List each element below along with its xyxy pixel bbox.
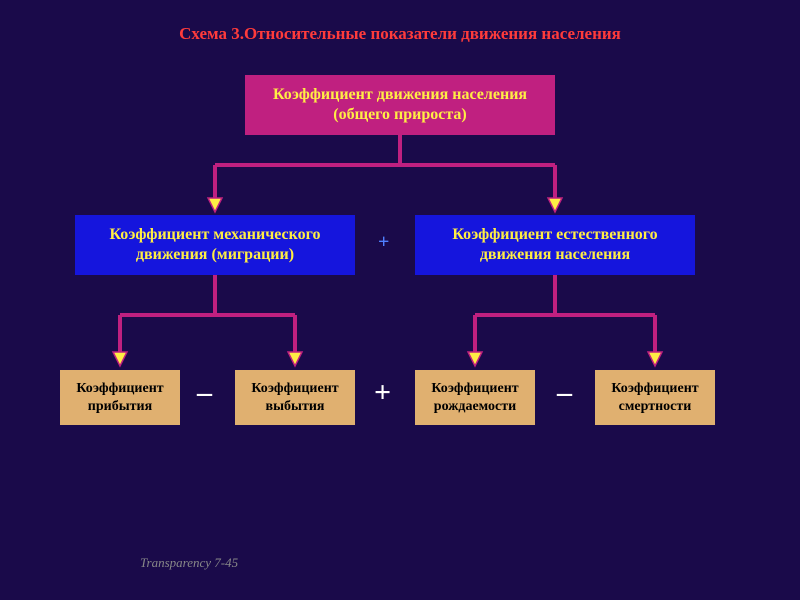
leaf2-line2: выбытия [251,398,338,416]
mid-right-line1: Коэффициент естественного [452,225,657,245]
top-box: Коэффициент движения населения (общего п… [245,75,555,135]
leaf-box-2: Коэффициент выбытия [235,370,355,425]
title-text: Схема 3.Относительные показатели движени… [179,24,621,43]
minus-operator-1: – [197,378,212,408]
plus-operator-2: + [374,378,391,408]
plus-mid-text: + [378,231,389,253]
diagram-title: Схема 3.Относительные показатели движени… [0,24,800,44]
leaf-box-4: Коэффициент смертности [595,370,715,425]
op1-text: – [197,376,212,409]
plus-operator-mid: + [378,232,389,252]
leaf-box-1: Коэффициент прибытия [60,370,180,425]
leaf1-line2: прибытия [76,398,163,416]
mid-left-line1: Коэффициент механического [110,225,321,245]
leaf3-line2: рождаемости [431,398,518,416]
mid-left-line2: движения (миграции) [110,245,321,265]
op2-text: + [374,376,391,409]
leaf4-line1: Коэффициент [611,380,698,398]
mid-right-line2: движения населения [452,245,657,265]
minus-operator-3: – [557,378,572,408]
top-box-line1: Коэффициент движения населения [273,85,527,105]
top-box-line2: (общего прироста) [273,105,527,125]
footer-text: Transparency 7-45 [140,555,238,571]
leaf-box-3: Коэффициент рождаемости [415,370,535,425]
mid-box-left: Коэффициент механического движения (мигр… [75,215,355,275]
leaf2-line1: Коэффициент [251,380,338,398]
leaf1-line1: Коэффициент [76,380,163,398]
op3-text: – [557,376,572,409]
leaf4-line2: смертности [611,398,698,416]
mid-box-right: Коэффициент естественного движения насел… [415,215,695,275]
footer-label: Transparency 7-45 [140,555,238,570]
leaf3-line1: Коэффициент [431,380,518,398]
